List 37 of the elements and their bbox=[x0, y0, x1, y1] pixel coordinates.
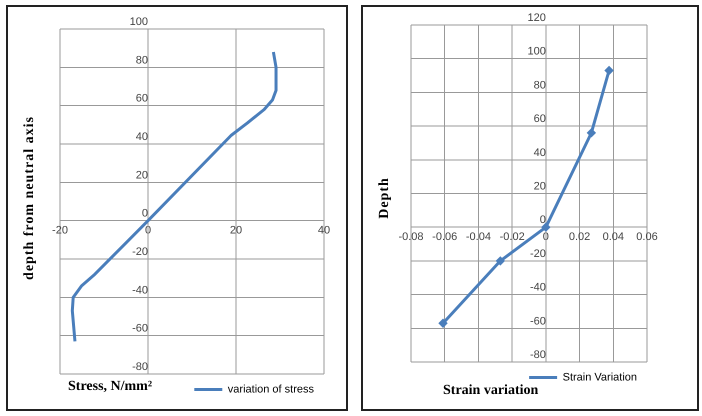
y-tick-label: 80 bbox=[534, 79, 546, 92]
y-tick-label: 60 bbox=[136, 92, 148, 105]
x-tick-label: -0.04 bbox=[466, 230, 491, 243]
x-tick-label: -0.06 bbox=[432, 230, 458, 243]
x-tick-label: 40 bbox=[318, 224, 330, 236]
y-tick-label: 20 bbox=[136, 169, 148, 182]
x-tick-label: 0.02 bbox=[568, 230, 590, 243]
y-tick-label: 40 bbox=[534, 146, 546, 159]
y-tick-label: -80 bbox=[530, 349, 546, 362]
y-tick-label: -40 bbox=[132, 284, 148, 296]
y-tick-label: 20 bbox=[534, 180, 546, 193]
y-tick-label: -60 bbox=[530, 315, 546, 328]
x-tick-label: -0.02 bbox=[500, 230, 525, 243]
y-tick-label: -20 bbox=[132, 246, 148, 258]
y-tick-label: 60 bbox=[534, 113, 546, 126]
x-tick-label: 0.06 bbox=[636, 230, 658, 243]
x-axis-title: Strain variation bbox=[443, 383, 538, 399]
x-tick-label: 0.04 bbox=[602, 230, 624, 243]
y-tick-label: 100 bbox=[528, 46, 546, 58]
x-tick-label: -0.08 bbox=[398, 230, 424, 243]
x-axis-title: Stress, N/mm² bbox=[68, 379, 152, 395]
y-axis-title: Depth bbox=[377, 177, 393, 219]
y-tick-label: -60 bbox=[132, 322, 148, 335]
y-tick-label: -20 bbox=[530, 248, 546, 260]
y-tick-label: 80 bbox=[136, 54, 148, 66]
x-tick-label: 20 bbox=[230, 224, 242, 236]
legend-label: Strain Variation bbox=[562, 372, 637, 384]
y-tick-label: -80 bbox=[132, 361, 148, 374]
y-axis-title: depth from neutral axis bbox=[22, 116, 38, 280]
y-tick-label: 100 bbox=[130, 16, 148, 28]
y-tick-label: 40 bbox=[136, 131, 148, 144]
legend-label: variation of stress bbox=[228, 384, 314, 396]
x-tick-label: -20 bbox=[52, 224, 68, 236]
y-tick-label: 0 bbox=[540, 214, 546, 226]
y-tick-label: 0 bbox=[142, 208, 148, 220]
y-tick-label: -40 bbox=[530, 282, 546, 294]
y-tick-label: 120 bbox=[528, 12, 546, 24]
